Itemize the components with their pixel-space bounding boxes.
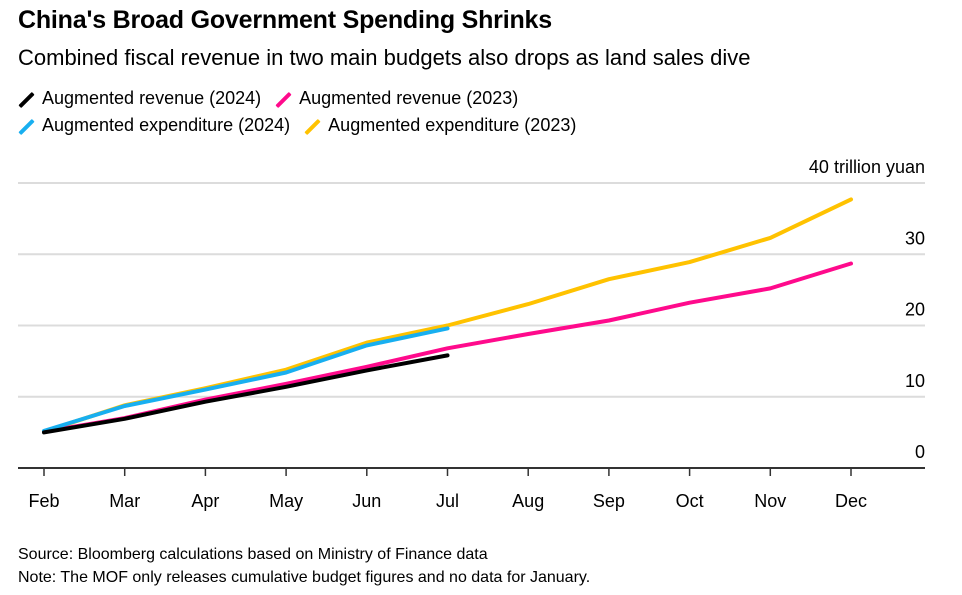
footnote: Note: The MOF only releases cumulative b…	[18, 569, 591, 586]
x-tick-label: May	[269, 491, 303, 511]
legend-row-2: Augmented expenditure (2024) Augmented e…	[18, 115, 590, 136]
series-line-augmented-revenue-2023	[42, 261, 853, 434]
legend-item-expenditure-2024: Augmented expenditure (2024)	[18, 115, 290, 136]
legend-label: Augmented expenditure (2023)	[328, 115, 577, 135]
x-tick-label: Mar	[109, 491, 140, 511]
legend-item-revenue-2024: Augmented revenue (2024)	[18, 88, 261, 109]
x-tick-label: Jul	[436, 491, 459, 511]
y-tick-label: 0	[915, 442, 925, 462]
legend-item-revenue-2023: Augmented revenue (2023)	[275, 88, 518, 109]
source-note: Source: Bloomberg calculations based on …	[18, 546, 488, 563]
x-axis: Feb Mar Apr May Jun Jul Aug Sep Oct Nov Dec	[18, 467, 925, 511]
series-line-augmented-revenue-2024	[42, 353, 450, 435]
legend-item-expenditure-2023: Augmented expenditure (2023)	[304, 115, 576, 136]
legend-label: Augmented revenue (2024)	[42, 88, 262, 108]
legend-row-1: Augmented revenue (2024) Augmented reven…	[18, 88, 532, 109]
chart-subtitle: Combined fiscal revenue in two main budg…	[18, 45, 751, 70]
x-tick-label: Dec	[835, 491, 867, 511]
y-tick-label: 40 trillion yuan	[809, 157, 925, 177]
x-tick-label: Jun	[352, 491, 381, 511]
y-axis-labels: 0 10 20 30 40 trillion yuan	[809, 157, 925, 462]
series-line-augmented-expenditure-2024	[42, 326, 450, 433]
x-tick-label: Nov	[754, 491, 786, 511]
legend-label: Augmented expenditure (2024)	[42, 115, 291, 135]
x-tick-label: Oct	[676, 491, 704, 511]
x-tick-label: Aug	[512, 491, 544, 511]
x-tick-label: Apr	[191, 491, 219, 511]
y-tick-label: 30	[905, 228, 925, 248]
chart-title: China's Broad Government Spending Shrink…	[18, 6, 552, 34]
series-lines	[42, 197, 853, 435]
gridlines	[18, 182, 925, 398]
y-tick-label: 20	[905, 300, 925, 320]
x-tick-label: Sep	[593, 491, 625, 511]
legend-label: Augmented revenue (2023)	[299, 88, 519, 108]
y-tick-label: 10	[905, 371, 925, 391]
x-tick-label: Feb	[28, 491, 59, 511]
